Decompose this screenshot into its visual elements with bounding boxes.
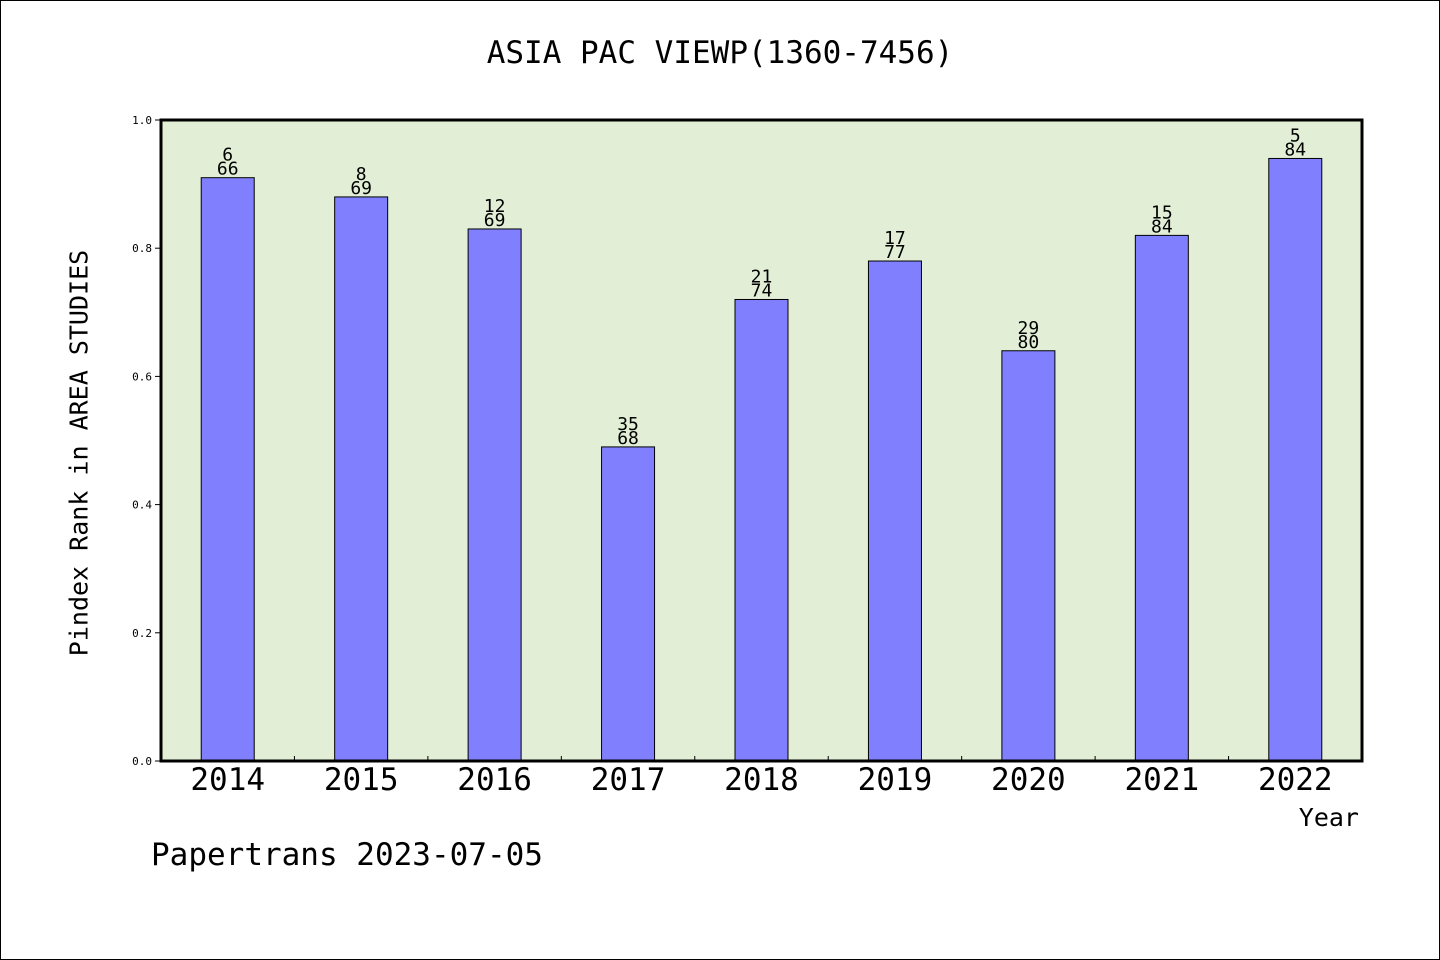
x-tick-label: 2017: [591, 762, 666, 798]
bar-total-label: 74: [751, 280, 773, 301]
x-axis-label: Year: [1298, 803, 1359, 832]
y-tick-label: 0.2: [132, 627, 152, 640]
y-tick-label: 1.0: [132, 114, 152, 127]
bar-2015: [334, 196, 389, 762]
bar-rank-label: 29: [1018, 318, 1040, 339]
plot-border: [159, 118, 1364, 763]
footer-credit: Papertrans 2023-07-05: [151, 837, 543, 873]
bar-2019: [867, 260, 922, 762]
bar-2016: [467, 228, 522, 762]
bar-rank-label: 35: [617, 414, 639, 435]
x-tick-label: 2021: [1125, 762, 1200, 798]
bar-total-label: 68: [617, 428, 639, 449]
x-tick-label: 2018: [724, 762, 799, 798]
bar-total-label: 84: [1151, 216, 1173, 237]
x-tick-label: 2015: [324, 762, 399, 798]
bar-2021: [1134, 234, 1189, 762]
bar-total-label: 66: [217, 159, 239, 180]
bar-rank-label: 12: [484, 196, 506, 217]
bar-2020: [1001, 350, 1056, 762]
bar-total-label: 84: [1284, 139, 1306, 160]
bar-rank-label: 21: [751, 266, 773, 287]
y-tick-label: 0.0: [132, 755, 152, 768]
y-tick-label: 0.8: [132, 242, 152, 255]
x-tick-label: 2016: [457, 762, 532, 798]
bar-2022: [1268, 157, 1323, 762]
y-tick-label: 0.6: [132, 370, 152, 383]
bar-rank-label: 8: [356, 164, 367, 185]
x-tick-label: 2019: [858, 762, 933, 798]
bar-total-label: 77: [884, 242, 906, 263]
bar-2017: [601, 446, 656, 762]
bar-2014: [200, 177, 255, 762]
bar-total-label: 69: [484, 210, 506, 231]
y-tick-label: 0.4: [132, 499, 152, 512]
bar-rank-label: 15: [1151, 202, 1173, 223]
bar-2018: [734, 298, 789, 762]
chart-title: ASIA PAC VIEWP(1360-7456): [486, 35, 954, 71]
x-tick-label: 2022: [1258, 762, 1333, 798]
x-tick-label: 2020: [991, 762, 1066, 798]
x-tick-label: 2014: [190, 762, 265, 798]
bar-total-label: 69: [350, 178, 372, 199]
bar-rank-label: 6: [222, 145, 233, 166]
bar-rank-label: 17: [884, 228, 906, 249]
bar-rank-label: 5: [1290, 125, 1301, 146]
bar-total-label: 80: [1018, 332, 1040, 353]
